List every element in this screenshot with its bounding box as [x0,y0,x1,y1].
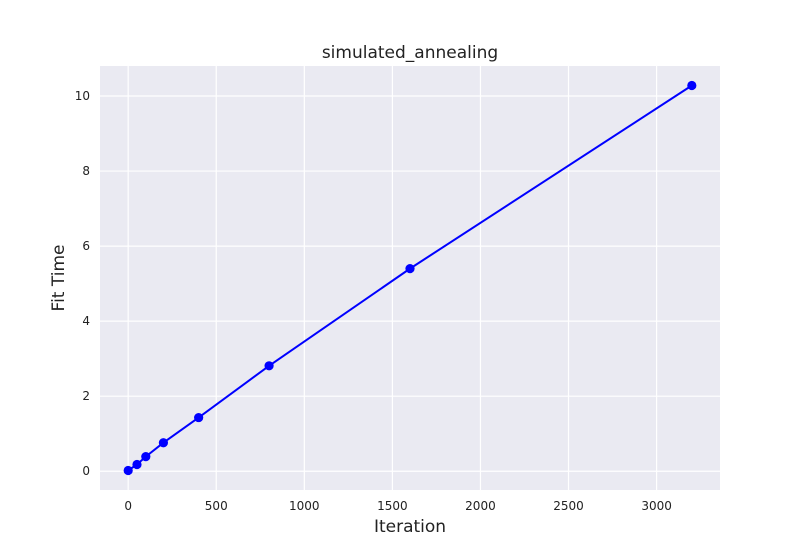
x-tick-label: 3000 [641,499,672,513]
data-point [405,264,415,274]
series-layer [123,80,697,476]
data-point [158,438,169,448]
y-tick-label: 10 [75,89,90,103]
x-tick-label: 2500 [553,499,584,513]
data-point [264,361,274,371]
chart-title: simulated_annealing [322,43,498,63]
x-tick-label: 0 [124,499,132,513]
x-tick-label: 1000 [289,499,320,513]
y-tick-label: 0 [82,464,90,478]
data-point [687,80,697,91]
data-point [141,452,151,462]
y-tick-label: 8 [82,164,90,178]
data-point [132,459,142,470]
x-axis-label: Iteration [374,517,446,537]
data-point [194,412,204,423]
y-tick-label: 2 [82,389,90,403]
x-tick-label: 1500 [377,499,408,513]
x-tick-label: 2000 [465,499,496,513]
y-tick-label: 6 [82,239,90,253]
plot-area [100,66,720,490]
y-tick-label: 4 [82,314,90,328]
grid-lines [100,66,720,490]
x-tick-label: 500 [205,499,228,513]
tick-labels: 0 500 1000 1500 2000 2500 3000 0 2 4 6 8 10 [75,89,672,513]
y-axis-label: Fit Time [49,245,69,312]
data-point [123,465,133,476]
